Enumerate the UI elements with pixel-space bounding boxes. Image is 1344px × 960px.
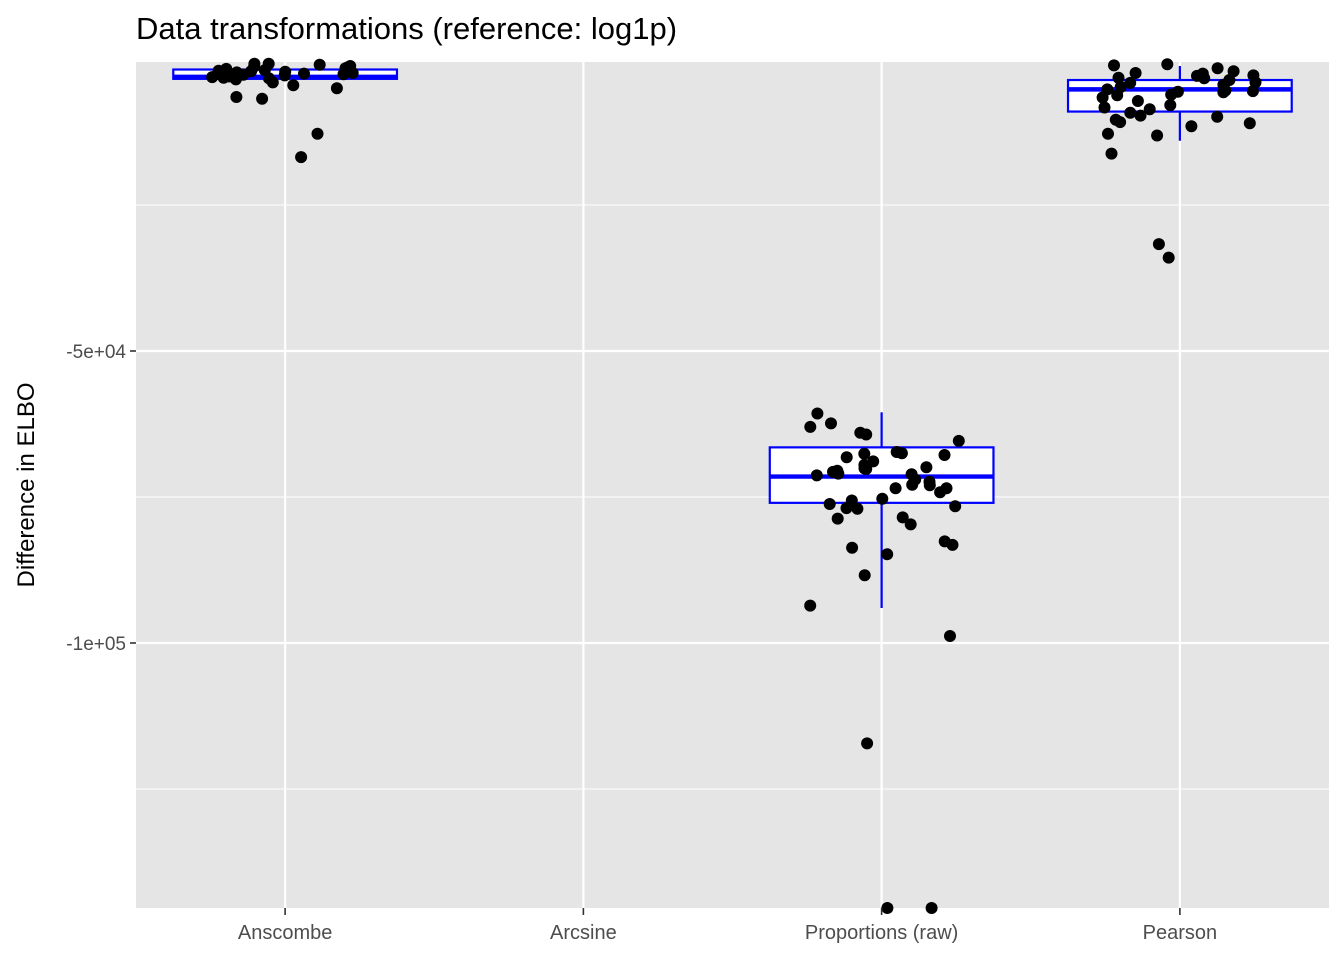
data-point	[1098, 101, 1111, 114]
data-point	[1185, 120, 1198, 133]
data-point	[1129, 67, 1142, 79]
data-point	[861, 737, 874, 750]
data-point	[1162, 251, 1175, 264]
data-point	[851, 502, 864, 515]
grid-minor	[136, 204, 1329, 790]
data-point	[889, 482, 902, 495]
data-point	[298, 67, 310, 80]
data-point	[1096, 91, 1109, 104]
data-point	[938, 449, 951, 461]
x-tick-label: Pearson	[1143, 922, 1218, 944]
data-point	[906, 478, 919, 491]
x-axis: Anscombe Arcsine Proportions (raw) Pearson	[238, 908, 1217, 944]
data-point	[1131, 95, 1144, 107]
plot-panel	[136, 62, 1329, 908]
data-point	[337, 68, 350, 81]
data-point	[266, 76, 279, 89]
x-tick-label: Anscombe	[238, 922, 333, 944]
data-point	[1105, 147, 1118, 160]
data-point	[287, 79, 300, 92]
data-point	[1143, 103, 1156, 116]
data-point	[832, 467, 845, 480]
data-point	[1243, 117, 1256, 130]
data-point	[1124, 76, 1137, 89]
data-point	[311, 127, 324, 140]
y-axis-label: Difference in ELBO	[13, 383, 40, 588]
data-point	[1211, 110, 1224, 123]
data-point	[1219, 84, 1232, 97]
data-point	[854, 426, 867, 439]
data-point	[881, 548, 894, 561]
y-tick-label: -1e+05	[66, 634, 126, 655]
jitter-points	[206, 57, 1262, 914]
data-point	[944, 630, 956, 642]
data-point	[230, 66, 243, 79]
y-axis: -5e+04 -1e+05	[66, 342, 136, 655]
data-point	[811, 407, 824, 420]
data-point	[890, 446, 903, 458]
data-point	[920, 461, 933, 474]
data-point	[1134, 109, 1147, 122]
data-point	[1112, 71, 1125, 84]
data-point	[217, 71, 230, 84]
data-point	[248, 60, 261, 73]
data-point	[230, 91, 243, 103]
data-point	[330, 82, 343, 95]
data-point	[1151, 129, 1164, 142]
data-point	[840, 451, 853, 464]
data-point	[923, 479, 936, 492]
data-point	[278, 69, 291, 82]
data-point	[831, 512, 844, 525]
data-point	[1108, 59, 1120, 72]
data-point	[313, 58, 326, 71]
data-point	[1124, 106, 1137, 119]
data-point	[1102, 127, 1114, 140]
data-point	[1111, 89, 1124, 102]
data-point	[1114, 116, 1127, 129]
data-point	[346, 67, 359, 79]
data-point	[295, 151, 308, 164]
data-point	[858, 447, 871, 460]
data-point	[1191, 69, 1203, 82]
data-point	[804, 420, 817, 433]
data-point	[858, 569, 871, 582]
data-point	[1161, 58, 1174, 71]
data-point	[946, 538, 959, 551]
data-point	[904, 518, 917, 531]
data-point	[876, 492, 889, 505]
data-point	[825, 417, 837, 430]
x-tick-label: Arcsine	[550, 922, 617, 944]
data-point	[1165, 88, 1178, 101]
data-point	[896, 511, 909, 524]
data-point	[810, 469, 823, 482]
data-point	[823, 498, 836, 510]
grid-major	[136, 62, 1329, 908]
data-point	[1164, 99, 1177, 112]
data-point	[1152, 238, 1165, 251]
chart-title: Data transformations (reference: log1p)	[136, 11, 677, 46]
data-point	[206, 71, 219, 84]
data-point	[881, 902, 894, 914]
data-point	[256, 92, 269, 105]
data-point	[949, 500, 962, 513]
y-tick-label: -5e+04	[66, 342, 126, 363]
data-point	[1246, 85, 1259, 98]
x-tick-label: Proportions (raw)	[805, 922, 958, 944]
data-point	[925, 902, 938, 914]
data-point	[952, 434, 965, 447]
data-point	[858, 462, 871, 475]
data-point	[804, 599, 817, 612]
data-point	[846, 541, 859, 554]
data-point	[934, 486, 947, 499]
data-point	[1211, 62, 1224, 75]
